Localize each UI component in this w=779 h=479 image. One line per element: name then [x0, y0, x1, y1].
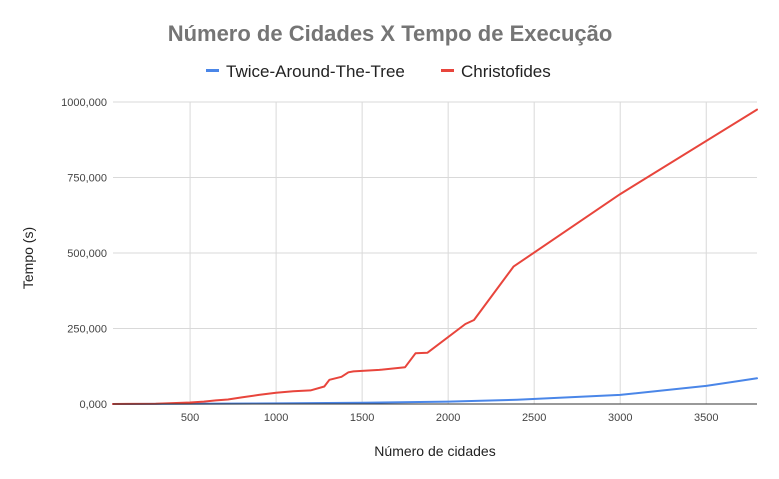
legend-label-christofides: Christofides: [461, 62, 551, 81]
x-tick-label: 500: [181, 412, 199, 424]
x-tick-label: 3500: [694, 412, 718, 424]
x-tick-label: 2000: [436, 412, 460, 424]
y-axis-label: Tempo (s): [20, 227, 36, 289]
legend-swatch-twice-around: [206, 69, 219, 72]
y-tick-label: 0,000: [79, 399, 107, 411]
legend: Twice-Around-The-Tree Christofides: [206, 62, 551, 81]
y-tick-label: 250,000: [67, 324, 107, 336]
x-tick-label: 1500: [350, 412, 374, 424]
y-tick-label: 500,000: [67, 248, 107, 260]
x-tick-label: 2500: [522, 412, 546, 424]
legend-swatch-christofides: [441, 69, 454, 72]
x-tick-label: 3000: [608, 412, 632, 424]
x-tick-labels: 500 1000 1500 2000 2500 3000 3500: [181, 412, 719, 424]
series-line-christofides: [112, 108, 758, 405]
y-tick-label: 1000,000: [61, 97, 107, 109]
grid: [113, 101, 757, 404]
chart-title: Número de Cidades X Tempo de Execução: [168, 21, 613, 46]
x-tick-label: 1000: [264, 412, 288, 424]
x-axis-label: Número de cidades: [374, 443, 495, 459]
series-lines: [112, 108, 758, 405]
y-tick-labels: 0,000 250,000 500,000 750,000 1000,000: [61, 97, 107, 411]
legend-label-twice-around: Twice-Around-The-Tree: [226, 62, 405, 81]
y-tick-label: 750,000: [67, 173, 107, 185]
